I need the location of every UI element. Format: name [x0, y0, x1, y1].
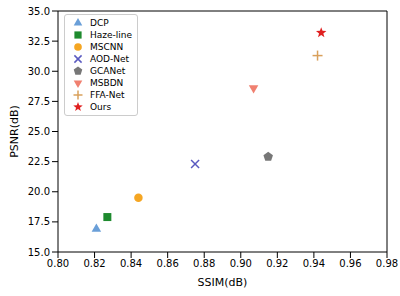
svg-text:SSIM(dB): SSIM(dB): [198, 276, 248, 289]
svg-text:27.5: 27.5: [28, 96, 50, 107]
svg-text:22.5: 22.5: [28, 156, 50, 167]
html-text:GCANet: GCANet: [90, 66, 126, 76]
html-text:Haze-line: Haze-line: [90, 30, 132, 40]
svg-text:0.94: 0.94: [303, 258, 325, 269]
svg-text:0.98: 0.98: [376, 258, 392, 269]
svg-text:0.92: 0.92: [266, 258, 288, 269]
html-text:MSBDN: MSBDN: [90, 78, 124, 88]
html-text:Ours: Ours: [90, 102, 112, 112]
svg-text:PSNR(dB): PSNR(dB): [8, 105, 21, 158]
svg-text:35.0: 35.0: [28, 6, 50, 17]
html-text:MSCNN: MSCNN: [90, 42, 124, 52]
svg-text:17.5: 17.5: [28, 216, 50, 227]
svg-text:0.96: 0.96: [339, 258, 361, 269]
svg-text:30.0: 30.0: [28, 66, 50, 77]
svg-text:0.90: 0.90: [230, 258, 252, 269]
svg-text:0.84: 0.84: [120, 258, 142, 269]
html-text:DCP: DCP: [90, 18, 109, 28]
svg-text:0.88: 0.88: [193, 258, 215, 269]
svg-text:0.80: 0.80: [47, 258, 69, 269]
svg-text:25.0: 25.0: [28, 126, 50, 137]
svg-text:0.82: 0.82: [83, 258, 105, 269]
svg-text:20.0: 20.0: [28, 186, 50, 197]
svg-text:15.0: 15.0: [28, 247, 50, 258]
svg-text:32.5: 32.5: [28, 36, 50, 47]
svg-text:0.86: 0.86: [157, 258, 179, 269]
html-text:AOD-Net: AOD-Net: [90, 54, 130, 64]
html-text:FFA-Net: FFA-Net: [90, 90, 125, 100]
